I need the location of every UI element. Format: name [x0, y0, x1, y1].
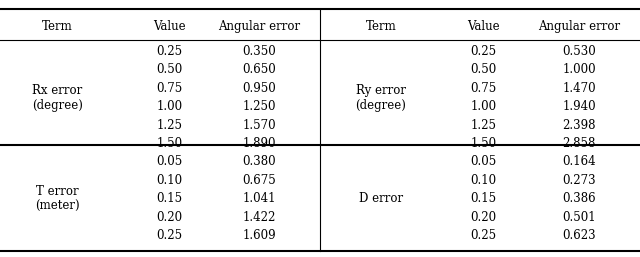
Text: Ry error
(degree): Ry error (degree) — [355, 84, 406, 112]
Text: 0.501: 0.501 — [563, 211, 596, 224]
Text: 0.10: 0.10 — [157, 174, 182, 187]
Text: 1.940: 1.940 — [563, 100, 596, 113]
Text: Rx error
(degree): Rx error (degree) — [32, 84, 83, 112]
Text: 0.25: 0.25 — [470, 230, 496, 242]
Text: 1.890: 1.890 — [243, 137, 276, 150]
Text: 0.164: 0.164 — [563, 155, 596, 168]
Text: Value: Value — [467, 21, 499, 33]
Text: 1.50: 1.50 — [157, 137, 182, 150]
Text: 0.950: 0.950 — [243, 82, 276, 95]
Text: 0.05: 0.05 — [470, 155, 497, 168]
Text: 2.858: 2.858 — [563, 137, 596, 150]
Text: 0.25: 0.25 — [157, 230, 182, 242]
Text: Value: Value — [154, 21, 186, 33]
Text: 1.000: 1.000 — [563, 63, 596, 76]
Text: 0.50: 0.50 — [470, 63, 497, 76]
Text: 1.25: 1.25 — [470, 119, 496, 132]
Text: 0.273: 0.273 — [563, 174, 596, 187]
Text: 1.041: 1.041 — [243, 192, 276, 205]
Text: 0.25: 0.25 — [470, 45, 496, 58]
Text: Angular error: Angular error — [218, 21, 300, 33]
Text: 0.675: 0.675 — [243, 174, 276, 187]
Text: 0.05: 0.05 — [156, 155, 183, 168]
Text: Term: Term — [42, 21, 73, 33]
Text: 1.25: 1.25 — [157, 119, 182, 132]
Text: 0.50: 0.50 — [156, 63, 183, 76]
Text: T error
(meter): T error (meter) — [35, 185, 80, 213]
Text: 0.650: 0.650 — [243, 63, 276, 76]
Text: 0.15: 0.15 — [470, 192, 496, 205]
Text: 0.530: 0.530 — [563, 45, 596, 58]
Text: 0.25: 0.25 — [157, 45, 182, 58]
Text: 0.623: 0.623 — [563, 230, 596, 242]
Text: 0.75: 0.75 — [470, 82, 497, 95]
Text: 0.10: 0.10 — [470, 174, 496, 187]
Text: 1.470: 1.470 — [563, 82, 596, 95]
Text: 1.250: 1.250 — [243, 100, 276, 113]
Text: 2.398: 2.398 — [563, 119, 596, 132]
Text: 0.15: 0.15 — [157, 192, 182, 205]
Text: 1.609: 1.609 — [243, 230, 276, 242]
Text: Term: Term — [365, 21, 396, 33]
Text: D error: D error — [359, 192, 403, 205]
Text: 1.50: 1.50 — [470, 137, 496, 150]
Text: 1.00: 1.00 — [470, 100, 496, 113]
Text: 0.380: 0.380 — [243, 155, 276, 168]
Text: 0.20: 0.20 — [470, 211, 496, 224]
Text: 0.20: 0.20 — [157, 211, 182, 224]
Text: 0.350: 0.350 — [243, 45, 276, 58]
Text: 1.00: 1.00 — [157, 100, 182, 113]
Text: 0.75: 0.75 — [156, 82, 183, 95]
Text: Angular error: Angular error — [538, 21, 620, 33]
Text: 0.386: 0.386 — [563, 192, 596, 205]
Text: 1.422: 1.422 — [243, 211, 276, 224]
Text: 1.570: 1.570 — [243, 119, 276, 132]
